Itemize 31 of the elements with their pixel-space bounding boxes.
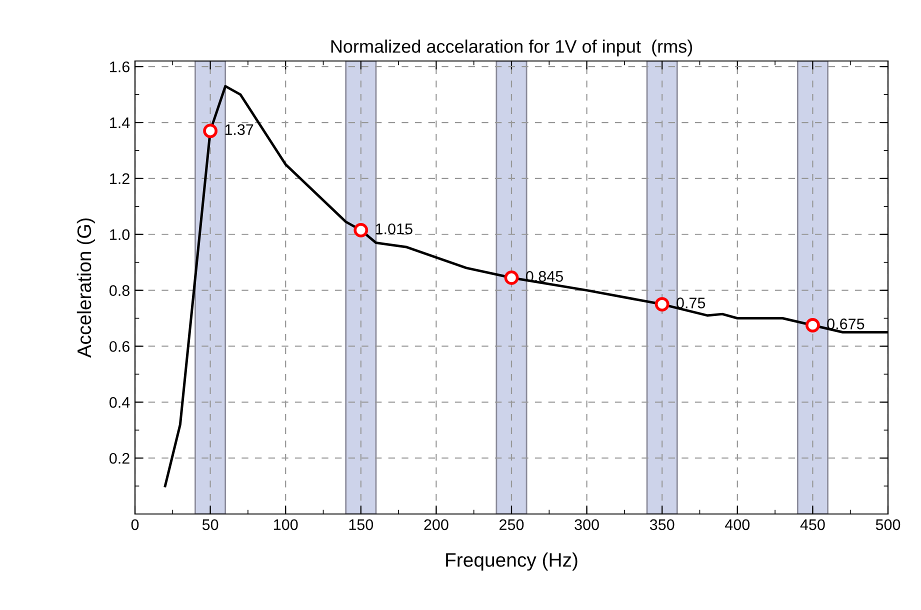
y-tick-label: 1.6 — [110, 61, 130, 72]
y-tick-label: 1.2 — [110, 173, 130, 184]
x-tick-label: 300 — [574, 519, 599, 530]
point — [654, 297, 670, 312]
point — [806, 318, 820, 332]
x-axis-title: Frequency (Hz) — [446, 552, 578, 571]
y-axis-title: Acceleration (G) — [76, 218, 96, 358]
x-tick-label: 250 — [500, 519, 524, 530]
x-tick-label: 400 — [725, 519, 750, 530]
x-tick-label: 350 — [650, 519, 674, 530]
chart-title: Normalized accelaration for 1V of input (rms) — [331, 40, 692, 56]
point — [354, 222, 368, 238]
x-tick-label: 200 — [424, 519, 448, 530]
data-label: 0.675 — [827, 318, 864, 330]
data-label: 1.37 — [225, 124, 254, 136]
x-tick-label: 450 — [800, 519, 825, 530]
x-tick-label: 100 — [274, 519, 298, 530]
y-tick-label: 1.0 — [110, 229, 130, 240]
y-tick-label: 0.4 — [110, 397, 130, 408]
data-label: 0.75 — [676, 298, 706, 308]
point — [203, 124, 218, 138]
x-tick-label: 150 — [349, 519, 374, 530]
y-tick-label: 0.2 — [110, 452, 130, 464]
x-tick-label: 50 — [202, 519, 218, 530]
y-tick-label: 0.6 — [110, 341, 130, 352]
y-tick-label: 1.4 — [110, 118, 130, 128]
data-label: 1.015 — [376, 223, 412, 234]
x-tick-label: 500 — [876, 519, 900, 530]
x-tick-label: 0 — [131, 519, 139, 530]
y-tick-label: 0.8 — [110, 285, 130, 296]
point — [504, 270, 519, 285]
